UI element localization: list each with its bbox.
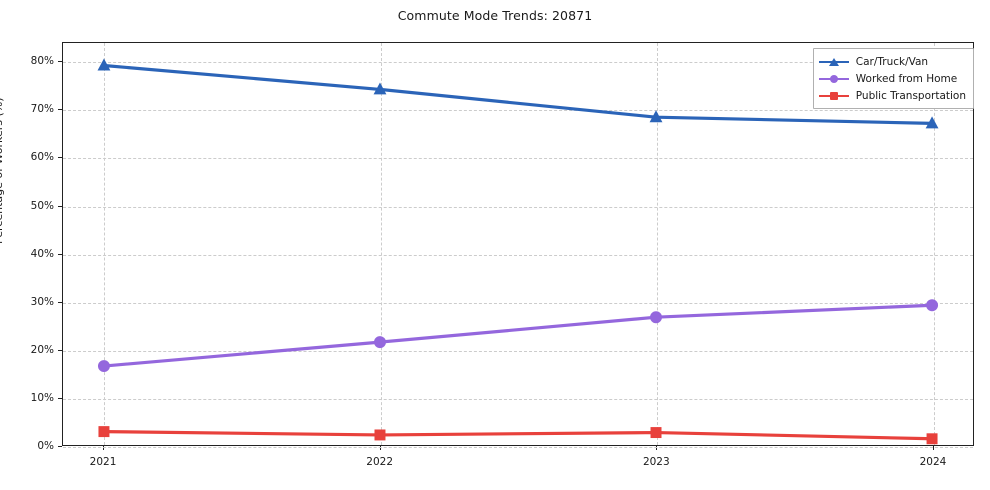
y-tick-label: 80% — [30, 55, 54, 68]
y-axis-label: Percentage of Workers (%) — [0, 97, 5, 245]
gridline-vertical — [380, 43, 382, 445]
legend-item[interactable]: Car/Truck/Van — [818, 53, 966, 70]
y-tick-mark — [58, 109, 62, 111]
y-tick-label: 10% — [30, 391, 54, 404]
data-point — [650, 311, 663, 324]
data-point — [926, 433, 938, 445]
legend-item[interactable]: Worked from Home — [818, 70, 966, 87]
data-point — [374, 429, 386, 441]
y-tick-mark — [58, 397, 62, 399]
legend-swatch-public-transportation — [818, 90, 849, 102]
x-tick-label: 2024 — [919, 456, 947, 468]
data-point — [98, 426, 110, 438]
y-tick-mark — [58, 205, 62, 207]
gridline-horizontal — [63, 254, 973, 256]
y-tick-label: 0% — [37, 440, 54, 452]
x-tick-mark — [656, 446, 658, 450]
gridline-horizontal — [63, 447, 973, 448]
y-tick-label: 40% — [30, 247, 54, 260]
y-tick-label: 50% — [30, 199, 54, 212]
series-worked-from-home — [97, 299, 939, 373]
y-tick-label: 30% — [30, 295, 54, 308]
data-point — [97, 58, 111, 71]
y-tick-label: 70% — [30, 103, 54, 116]
data-point — [650, 427, 662, 439]
x-tick-label: 2022 — [366, 456, 394, 468]
series-public-transportation — [98, 426, 938, 445]
y-tick-mark — [58, 61, 62, 63]
series-line — [102, 63, 934, 125]
legend-swatch-car-truck-van — [818, 56, 849, 68]
data-point — [97, 360, 110, 373]
y-tick-mark — [58, 253, 62, 255]
data-point — [926, 299, 939, 312]
gridline-horizontal — [63, 62, 973, 64]
data-point — [373, 82, 387, 95]
x-tick-label: 2021 — [89, 456, 117, 468]
y-tick-label: 20% — [30, 343, 54, 356]
gridline-horizontal — [63, 350, 973, 352]
y-tick-mark — [58, 301, 62, 303]
x-tick-mark — [379, 446, 381, 450]
y-tick-mark — [58, 349, 62, 351]
gridline-horizontal — [63, 206, 973, 208]
gridline-vertical — [933, 43, 935, 445]
legend-label: Public Transportation — [855, 89, 966, 102]
series-lines — [97, 58, 939, 445]
legend-label: Car/Truck/Van — [855, 55, 929, 68]
legend-swatch-worked-from-home — [818, 73, 849, 85]
chart-legend: Car/Truck/Van Worked from Home Public Tr… — [812, 48, 974, 109]
chart-title: Commute Mode Trends: 20871 — [397, 8, 593, 23]
data-point — [649, 110, 663, 123]
gridline-horizontal — [63, 398, 973, 400]
gridline-vertical — [657, 43, 659, 445]
series-line — [102, 303, 934, 368]
data-point — [373, 336, 386, 349]
series-line — [102, 430, 934, 441]
y-tick-label: 60% — [30, 151, 54, 164]
x-tick-mark — [932, 446, 934, 450]
legend-label: Worked from Home — [855, 72, 958, 85]
legend-item[interactable]: Public Transportation — [818, 87, 966, 104]
x-tick-label: 2023 — [642, 456, 670, 468]
x-tick-mark — [103, 446, 105, 450]
gridline-horizontal — [63, 110, 973, 112]
y-tick-mark — [58, 446, 62, 447]
gridline-horizontal — [63, 302, 973, 304]
series-car-truck-van — [97, 58, 939, 129]
gridline-horizontal — [63, 158, 973, 160]
plot-area — [62, 42, 974, 448]
data-point — [925, 116, 939, 129]
gridline-vertical — [104, 43, 106, 445]
y-tick-mark — [58, 157, 62, 159]
